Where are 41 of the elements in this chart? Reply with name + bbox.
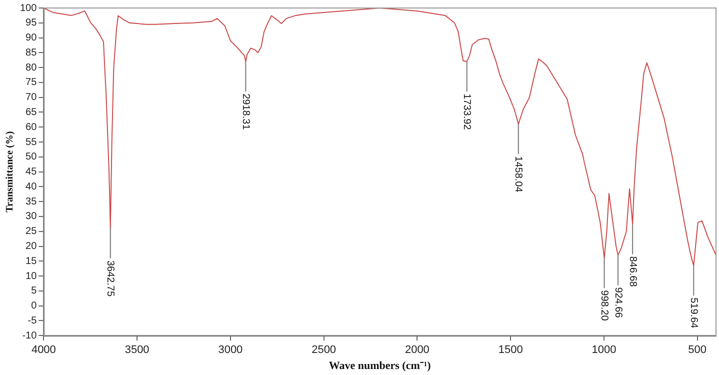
y-tick-label: 100 bbox=[20, 2, 38, 14]
x-tick-label: 3000 bbox=[218, 344, 243, 356]
y-tick-label: 85 bbox=[26, 47, 38, 58]
y-tick-label: -5 bbox=[28, 315, 38, 326]
x-tick-label: 1000 bbox=[592, 344, 616, 356]
y-tick-label: 50 bbox=[26, 152, 38, 163]
y-axis-title: Transmittance (%) bbox=[4, 131, 16, 212]
x-axis-title: Wave numbers (cm⁻¹) bbox=[328, 360, 432, 372]
y-tick-label: 95 bbox=[26, 18, 38, 29]
x-tick-label: 3500 bbox=[124, 344, 150, 356]
annotation: 3642.75 bbox=[104, 260, 116, 297]
annotation: 924.66 bbox=[612, 287, 624, 318]
annotation: 1458.04 bbox=[512, 156, 524, 193]
y-tick-label: 45 bbox=[26, 166, 38, 178]
y-tick-label: 10 bbox=[26, 270, 38, 282]
y-tick-label: 70 bbox=[26, 92, 38, 104]
annotation: 519.64 bbox=[688, 298, 699, 329]
y-tick-label: 0 bbox=[31, 300, 38, 312]
x-tick-label: 4000 bbox=[31, 344, 56, 356]
y-tick-label: 35 bbox=[26, 196, 38, 208]
y-tick-label: 75 bbox=[26, 77, 38, 88]
y-tick-label: 90 bbox=[26, 32, 38, 44]
annotation: 998.20 bbox=[598, 290, 610, 322]
x-tick-label: 1500 bbox=[498, 344, 523, 356]
y-tick-label: 60 bbox=[26, 122, 38, 133]
annotation: 846.68 bbox=[626, 256, 638, 288]
annotation: 2918.31 bbox=[240, 94, 251, 130]
y-tick-label: 20 bbox=[26, 241, 38, 252]
x-tick-label: 2000 bbox=[404, 344, 430, 356]
y-tick-label: 55 bbox=[26, 136, 38, 148]
x-tick-label: 500 bbox=[688, 344, 707, 356]
y-tick-label: 40 bbox=[26, 181, 38, 192]
y-tick-label: -10 bbox=[22, 330, 38, 342]
y-tick-label: 25 bbox=[26, 226, 38, 238]
annotation: 1733.92 bbox=[461, 94, 472, 130]
x-tick-label: 2500 bbox=[312, 344, 336, 356]
y-tick-label: 5 bbox=[31, 286, 38, 297]
y-tick-label: 30 bbox=[26, 211, 38, 222]
y-tick-label: 65 bbox=[26, 106, 38, 118]
y-tick-label: 80 bbox=[26, 62, 38, 74]
y-tick-label: 15 bbox=[26, 256, 38, 267]
